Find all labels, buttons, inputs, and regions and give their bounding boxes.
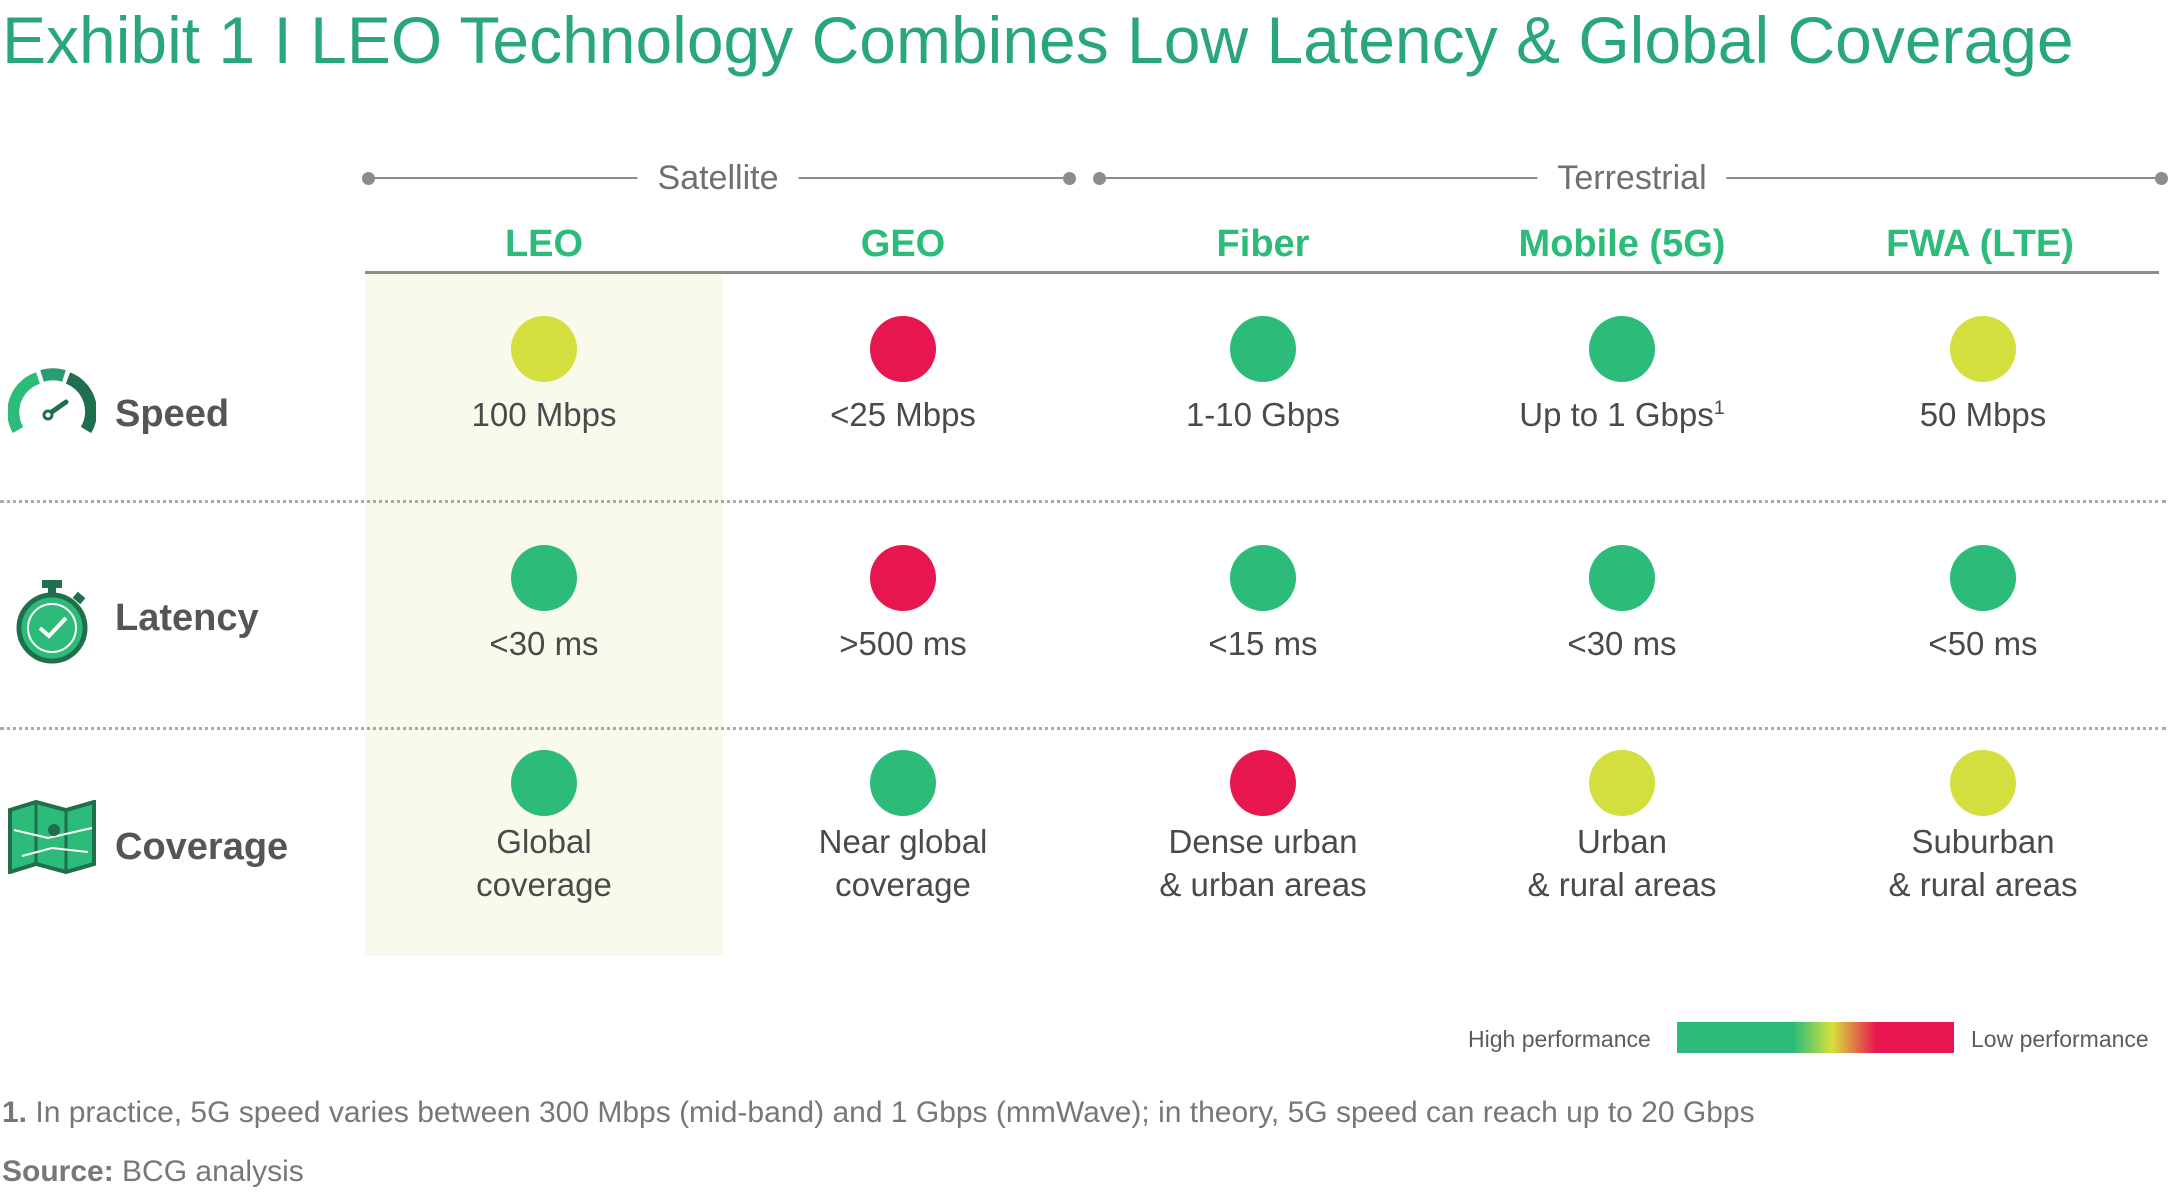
cell-text-coverage-leo: Global coverage xyxy=(476,823,612,903)
rating-dot-coverage-mobile-5g xyxy=(1589,750,1655,816)
rating-dot-speed-mobile-5g xyxy=(1589,316,1655,382)
legend-low-label: Low performance xyxy=(1971,1026,2149,1052)
column-header-leo: LEO xyxy=(504,223,584,265)
cell-text-speed-fiber: 1-10 Gbps xyxy=(1185,396,1341,433)
cell-text-latency-mobile-5g: <30 ms xyxy=(1567,625,1677,662)
row-separator xyxy=(0,727,2166,730)
cell-text-speed-geo: <25 Mbps xyxy=(830,396,976,433)
rating-dot-latency-fiber xyxy=(1230,545,1296,611)
footnote-ref: 1 xyxy=(1713,397,1725,419)
rating-dot-speed-fwa-lte xyxy=(1950,316,2016,382)
column-header-fiber: Fiber xyxy=(1216,223,1310,265)
leo-highlight-band xyxy=(365,274,723,956)
row-separator xyxy=(0,500,2166,503)
cell-text-coverage-fiber: Dense urban & urban areas xyxy=(1159,823,1367,903)
satellite-bracket-start xyxy=(362,172,375,185)
page-title: Exhibit 1 I LEO Technology Combines Low … xyxy=(2,3,2074,77)
rating-dot-latency-leo xyxy=(511,545,577,611)
rating-dot-coverage-leo xyxy=(511,750,577,816)
footnote-text: In practice, 5G speed varies between 300… xyxy=(27,1096,1755,1129)
satellite-bracket-end xyxy=(1063,172,1076,185)
cell-text-latency-fwa-lte: <50 ms xyxy=(1928,625,2038,662)
group-label-terrestrial: Terrestrial xyxy=(1537,156,1727,200)
source-label: Source: xyxy=(2,1155,114,1188)
group-label-satellite: Satellite xyxy=(637,156,799,200)
rating-dot-coverage-fwa-lte xyxy=(1950,750,2016,816)
cell-text-speed-leo: 100 Mbps xyxy=(471,396,617,433)
column-header-mobile-5g: Mobile (5G) xyxy=(1518,223,1726,265)
column-header-geo: GEO xyxy=(860,223,946,265)
rating-dot-speed-geo xyxy=(870,316,936,382)
rating-dot-latency-geo xyxy=(870,545,936,611)
footnote-number: 1. xyxy=(2,1096,28,1129)
footnote: 1. In practice, 5G speed varies between … xyxy=(2,1092,1755,1134)
source-text: BCG analysis xyxy=(113,1155,304,1188)
rating-dot-speed-fiber xyxy=(1230,316,1296,382)
rating-dot-latency-mobile-5g xyxy=(1589,545,1655,611)
rating-dot-speed-leo xyxy=(511,316,577,382)
row-label-speed: Speed xyxy=(115,393,230,435)
rating-dot-coverage-geo xyxy=(870,750,936,816)
header-rule xyxy=(365,271,2159,274)
rating-dot-latency-fwa-lte xyxy=(1950,545,2016,611)
speedometer-icon xyxy=(8,368,96,434)
map-icon xyxy=(8,800,96,874)
column-header-fwa-lte: FWA (LTE) xyxy=(1886,223,2074,265)
stopwatch-icon xyxy=(16,580,88,664)
terrestrial-bracket-start xyxy=(1093,172,1106,185)
row-label-coverage: Coverage xyxy=(115,826,289,868)
row-label-latency: Latency xyxy=(115,597,259,639)
legend-high-label: High performance xyxy=(1468,1026,1651,1052)
cell-text-coverage-mobile-5g: Urban & rural areas xyxy=(1527,823,1717,903)
cell-text-coverage-geo: Near global coverage xyxy=(818,823,988,903)
legend-gradient-bar xyxy=(1677,1022,1954,1053)
terrestrial-bracket-end xyxy=(2155,172,2168,185)
cell-text-latency-geo: >500 ms xyxy=(839,625,967,662)
source-note: Source: BCG analysis xyxy=(2,1151,304,1193)
rating-dot-coverage-fiber xyxy=(1230,750,1296,816)
cell-text-speed-fwa-lte: 50 Mbps xyxy=(1919,396,2047,433)
cell-text-latency-fiber: <15 ms xyxy=(1208,625,1318,662)
cell-text-speed-mobile-5g: Up to 1 Gbps1 xyxy=(1519,396,1725,433)
cell-text-latency-leo: <30 ms xyxy=(489,625,599,662)
cell-text-coverage-fwa-lte: Suburban & rural areas xyxy=(1888,823,2078,903)
